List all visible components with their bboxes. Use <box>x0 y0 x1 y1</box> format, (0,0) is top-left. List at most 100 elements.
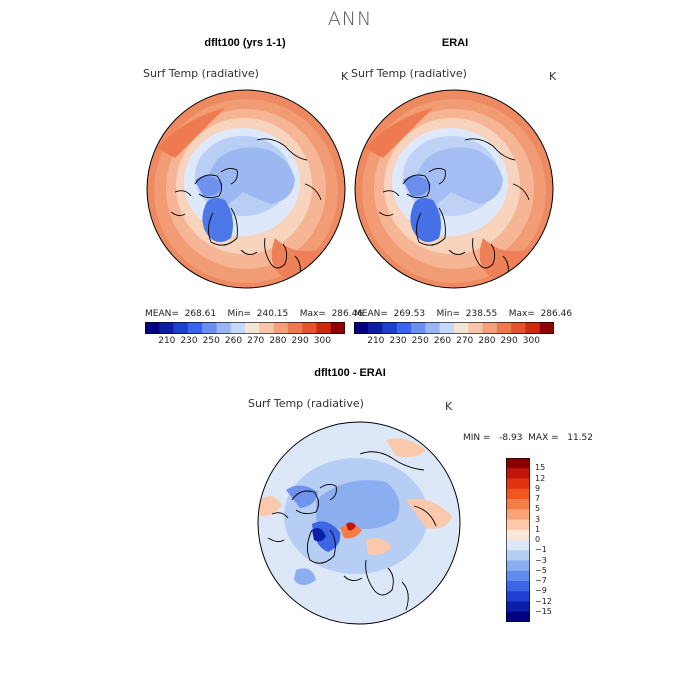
colorbar-swatch <box>173 322 189 334</box>
colorbar-swatch <box>396 322 412 334</box>
colorbar-tick-label: −3 <box>535 555 547 565</box>
greenland-cold-region <box>202 198 233 243</box>
colorbar-swatch <box>202 322 217 334</box>
colorbar-swatch <box>506 478 530 490</box>
panel-title-obs: ERAI <box>441 37 469 49</box>
panel-unit-label: K <box>341 70 349 83</box>
colorbar-swatch <box>368 322 383 334</box>
colorbar-swatch <box>482 322 498 334</box>
colorbar-tick-label: 9 <box>535 483 541 493</box>
colorbar-tick-label: 230 <box>180 336 198 346</box>
diff-panel-title: dflt100 - ERAI <box>314 367 386 379</box>
colorbar-swatch <box>411 322 426 334</box>
colorbar-swatch <box>511 322 526 334</box>
colorbar-tick-label: 300 <box>313 336 331 346</box>
colorbar-tick-label: 280 <box>478 336 496 346</box>
colorbar-swatch <box>506 519 530 531</box>
map-boundary <box>257 421 461 625</box>
colorbar-tick-label: 290 <box>291 336 309 346</box>
colorbar-swatch <box>506 509 530 520</box>
colorbar-swatch <box>454 322 469 334</box>
colorbar-tick-label: −5 <box>535 565 547 575</box>
colorbar-swatch <box>506 591 530 602</box>
colorbar-swatch <box>425 322 441 334</box>
panel-title-model: dflt100 (yrs 1-1) <box>204 37 286 49</box>
colorbar-border <box>145 322 345 334</box>
colorbar-tick-label: −9 <box>535 586 547 596</box>
colorbar-tick-labels: 210 230 250 260 270 280 290 300 <box>145 336 345 348</box>
greenland-cold-region <box>410 198 441 243</box>
colorbar-swatch <box>187 322 203 334</box>
colorbar-tick-label: 290 <box>500 336 518 346</box>
colorbar-tick-label: 210 <box>367 336 385 346</box>
colorbar-tick-label: −12 <box>535 596 552 606</box>
colorbar-tick-label: −1 <box>535 545 547 555</box>
colorbar-tick-label: 230 <box>389 336 407 346</box>
colorbar-tick-label: 15 <box>535 463 546 473</box>
colorbar-tick-label: 270 <box>247 336 265 346</box>
colorbar-swatch <box>216 322 232 334</box>
colorbar-swatch <box>382 322 398 334</box>
colorbar-swatch <box>302 322 317 334</box>
colorbar-difference <box>506 458 530 622</box>
colorbar-tick-label: 1 <box>535 524 541 534</box>
colorbar-tick-label: 3 <box>535 514 541 524</box>
colorbar-tick-label: 260 <box>433 336 452 346</box>
colorbar-swatch <box>506 611 530 622</box>
map-boundary <box>146 89 346 289</box>
colorbar-swatch <box>539 322 554 334</box>
colorbar-swatch <box>506 499 530 510</box>
colorbar-tick-label: 12 <box>535 473 546 483</box>
panel-unit-label: K <box>549 70 557 83</box>
colorbar-swatch <box>506 488 530 500</box>
polar-map-model <box>146 89 346 289</box>
polar-map-obs <box>354 89 554 289</box>
colorbar-swatch <box>316 322 332 334</box>
polar-map-difference <box>257 421 461 625</box>
colorbar-swatch <box>506 529 530 541</box>
colorbar-swatch <box>287 322 303 334</box>
panel-stats: MEAN= 269.53 Min= 238.55 Max= 286.46 <box>354 309 573 319</box>
diff-variable-label: Surf Temp (radiative) <box>248 397 364 410</box>
colorbar-border <box>506 458 530 622</box>
colorbar-tick-label: 5 <box>535 504 541 514</box>
colorbar-tick-labels: 210 230 250 260 270 280 290 300 <box>354 336 554 348</box>
colorbar-swatch <box>145 322 160 334</box>
colorbar-swatch <box>506 550 530 561</box>
colorbar-swatch <box>330 322 345 334</box>
colorbar-tick-label: 0 <box>535 535 541 544</box>
colorbar-swatch <box>468 322 483 334</box>
colorbar-tick-label: 260 <box>224 336 243 346</box>
colorbar-swatch <box>245 322 260 334</box>
colorbar-swatch <box>354 322 369 334</box>
colorbar-swatch <box>506 581 530 592</box>
colorbar-tick-label: −15 <box>535 606 552 616</box>
colorbar-swatch <box>439 322 455 334</box>
diff-unit-label: K <box>445 400 453 413</box>
colorbar-swatch <box>506 540 530 551</box>
colorbar-tick-label: 250 <box>411 336 429 346</box>
colorbar-swatch <box>230 322 246 334</box>
colorbar-tick-label: 280 <box>269 336 287 346</box>
colorbar-tick-label: 270 <box>456 336 474 346</box>
colorbar-swatch <box>506 468 530 479</box>
colorbar-swatch <box>506 601 530 613</box>
colorbar-tick-label: −7 <box>535 576 547 585</box>
colorbar-swatch <box>273 322 289 334</box>
colorbar-swatch <box>525 322 541 334</box>
map-boundary <box>354 89 554 289</box>
colorbar-tick-label: 300 <box>522 336 540 346</box>
panel-variable-label: Surf Temp (radiative) <box>351 67 467 80</box>
figure-title: ANN <box>327 8 373 30</box>
colorbar-swatch <box>159 322 174 334</box>
colorbar-border <box>354 322 554 334</box>
colorbar-tick-label: 210 <box>158 336 176 346</box>
colorbar-swatch <box>496 322 512 334</box>
diff-stats: MIN = -8.93 MAX = 11.52 <box>463 433 593 443</box>
colorbar-difference-labels: 15 12 9 7 5 3 1 0 −1 −3 −5 −7 −9 −12 −15 <box>533 458 573 622</box>
colorbar-swatch <box>259 322 274 334</box>
panel-stats: MEAN= 268.61 Min= 240.15 Max= 286.46 <box>145 309 364 319</box>
colorbar-swatch <box>506 570 530 582</box>
colorbar-model <box>145 322 345 334</box>
colorbar-tick-label: 250 <box>202 336 220 346</box>
